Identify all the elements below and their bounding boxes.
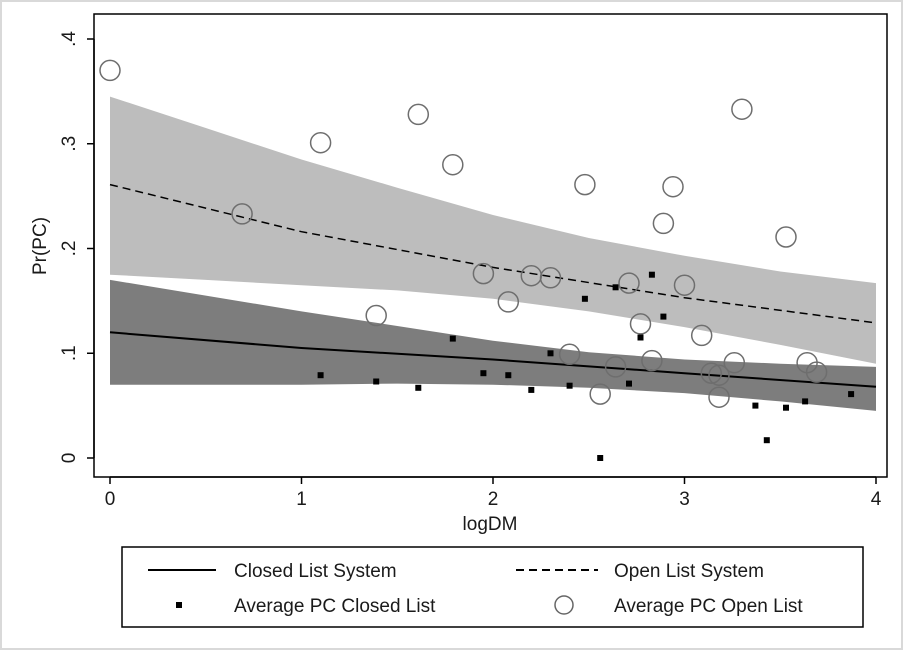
legend-symbol-hollow-circle <box>554 595 574 615</box>
closed-list-point <box>648 271 655 278</box>
x-tick-label: 2 <box>488 489 499 510</box>
closed-list-point <box>597 455 604 461</box>
open-list-point <box>231 203 253 225</box>
legend-label-average-pc-open-list: Average PC Open List <box>614 596 803 617</box>
x-tick-label: 0 <box>105 489 116 510</box>
legend-box <box>121 546 864 628</box>
closed-list-point <box>848 391 855 398</box>
open-list-point <box>407 103 430 126</box>
y-tick-label: .2 <box>59 241 80 257</box>
open-list-point <box>558 343 581 366</box>
x-tick-label: 4 <box>871 489 882 510</box>
open-list-point <box>805 361 828 383</box>
closed-list-system-ci-band <box>110 279 876 411</box>
open-list-system-ci-band <box>110 96 876 364</box>
closed-list-point <box>317 372 324 379</box>
y-tick-label: .3 <box>59 136 80 152</box>
y-tick-label: 0 <box>59 453 80 464</box>
x-tick-label: 1 <box>296 489 307 510</box>
open-list-point <box>365 304 387 327</box>
closed-list-point <box>415 384 422 391</box>
open-list-point <box>708 386 730 408</box>
open-list-point <box>309 131 332 154</box>
y-axis-title: Pr(PC) <box>30 217 51 275</box>
open-list-point <box>723 351 746 374</box>
legend-label-open-list-system: Open List System <box>614 561 764 582</box>
open-list-point <box>472 262 495 285</box>
closed-list-point <box>505 372 512 379</box>
open-list-point <box>604 356 627 378</box>
open-list-point <box>708 364 730 386</box>
open-list-point <box>574 173 596 196</box>
open-list-point <box>497 291 520 313</box>
closed-list-point <box>581 295 588 302</box>
closed-list-point <box>528 386 535 393</box>
y-tick-label: .1 <box>59 345 80 361</box>
closed-list-point <box>783 404 789 411</box>
open-list-point <box>99 59 121 82</box>
open-list-point <box>652 212 675 235</box>
closed-list-point <box>763 437 770 444</box>
closed-list-point <box>612 284 619 291</box>
legend-label-closed-list-system: Closed List System <box>234 561 397 582</box>
open-list-system-line <box>109 183 877 324</box>
closed-list-point <box>637 334 644 341</box>
legend-symbol-square <box>176 602 182 608</box>
closed-list-point <box>752 402 759 409</box>
closed-list-point <box>660 313 667 320</box>
axes: 0 1 2 3 4 0 .1 .2 .3 .4 <box>59 31 882 510</box>
legend: Closed List System Open List System Aver… <box>121 546 864 628</box>
closed-list-point <box>547 350 554 357</box>
open-list-point <box>641 349 663 372</box>
closed-list-point <box>566 382 573 389</box>
closed-list-point <box>802 398 809 405</box>
fit-lines <box>109 183 877 388</box>
closed-list-point <box>626 380 632 387</box>
x-tick-label: 3 <box>679 489 690 510</box>
open-list-point <box>629 313 652 335</box>
x-axis-title: logDM <box>463 514 518 535</box>
closed-list-point <box>373 378 380 385</box>
open-list-point <box>775 226 797 248</box>
open-list-point <box>662 175 684 198</box>
confidence-bands <box>110 96 876 411</box>
open-list-point <box>618 272 640 294</box>
closed-list-point <box>449 335 456 342</box>
closed-list-point <box>480 370 487 377</box>
open-list-point <box>700 362 723 384</box>
open-list-point <box>690 324 713 347</box>
open-list-point <box>539 267 562 289</box>
y-tick-label: .4 <box>59 31 80 47</box>
open-list-point <box>442 153 464 176</box>
open-list-point <box>673 274 696 296</box>
data-points <box>99 59 855 461</box>
closed-list-system-line <box>109 331 877 388</box>
legend-label-average-pc-closed-list: Average PC Closed List <box>234 596 436 617</box>
open-list-point <box>731 98 753 120</box>
open-list-point <box>589 383 611 405</box>
